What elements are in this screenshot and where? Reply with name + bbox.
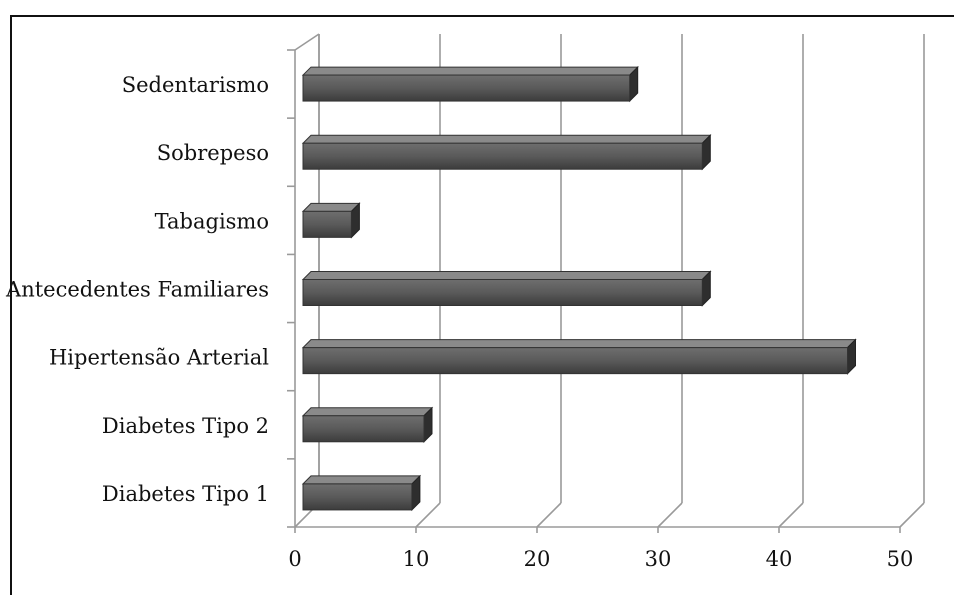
bar-diabetes-tipo-2 — [301, 406, 434, 443]
category-label: Diabetes Tipo 1 — [102, 482, 269, 506]
y-axis-top — [294, 33, 320, 51]
x-tick-label: 40 — [766, 547, 793, 571]
category-label: Antecedentes Familiares — [5, 278, 269, 302]
x-tick-label: 50 — [887, 547, 914, 571]
bar-sedentarismo — [301, 65, 639, 103]
x-tick-label: 20 — [524, 547, 551, 571]
bar-antecedentes-familiares — [301, 270, 712, 307]
category-label: Sedentarismo — [122, 73, 269, 97]
bar-diabetes-tipo-1 — [301, 474, 422, 512]
x-tick-label: 10 — [403, 547, 430, 571]
chart-frame — [10, 15, 954, 595]
gridline-30 — [657, 34, 683, 528]
bar-tabagismo — [301, 202, 361, 239]
gridline-50 — [899, 34, 925, 528]
gridline-40 — [778, 34, 804, 528]
category-label: Diabetes Tipo 2 — [102, 414, 269, 438]
x-tick-label: 30 — [645, 547, 672, 571]
category-labels: Sedentarismo Sobrepeso Tabagismo Antecedent… — [5, 73, 269, 506]
category-label: Tabagismo — [155, 209, 269, 233]
x-tick-labels: 0 10 20 30 40 50 — [288, 547, 913, 571]
category-label: Hipertensão Arterial — [49, 346, 269, 370]
bar-hipertens-o-arterial — [301, 338, 857, 375]
bars — [301, 65, 857, 512]
gridline-20 — [536, 34, 562, 528]
x-tick-label: 0 — [288, 547, 301, 571]
bar-sobrepeso — [301, 134, 712, 171]
category-label: Sobrepeso — [157, 141, 269, 165]
gridline-10 — [415, 34, 441, 528]
bar-chart: Sedentarismo Sobrepeso Tabagismo Antecedent… — [5, 33, 925, 571]
